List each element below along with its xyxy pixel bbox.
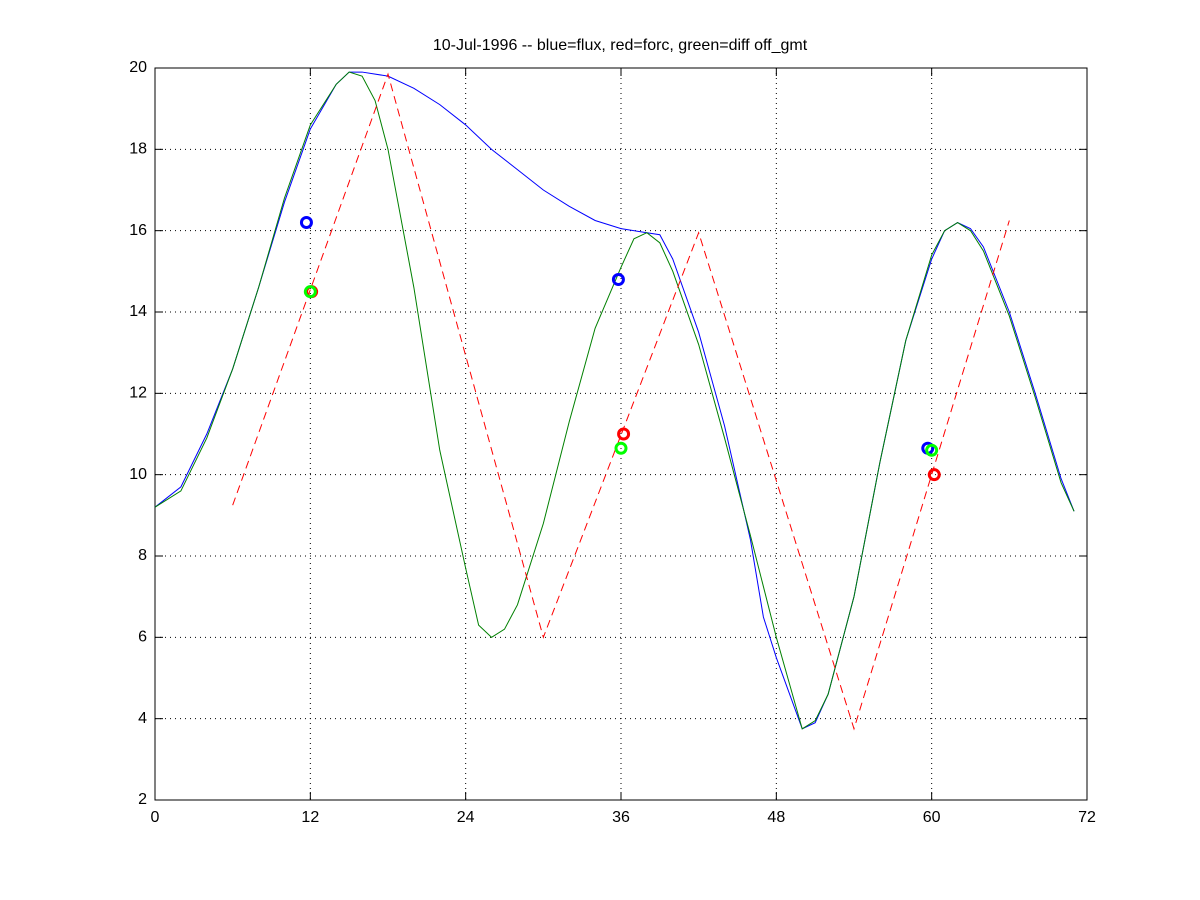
y-tick-label: 12 <box>129 385 147 402</box>
x-tick-label: 36 <box>612 809 630 826</box>
marker <box>927 468 941 482</box>
axes-box <box>154 67 1088 801</box>
y-tick-label: 20 <box>129 59 147 76</box>
marker <box>299 216 313 230</box>
y-tick-label: 18 <box>129 141 147 158</box>
y-tick-label: 4 <box>138 710 147 727</box>
y-tick-label: 16 <box>129 222 147 239</box>
marker <box>611 272 625 286</box>
y-tick-label: 8 <box>138 547 147 564</box>
marker <box>617 427 631 441</box>
chart-title: 10-Jul-1996 -- blue=flux, red=forc, gree… <box>433 37 808 54</box>
x-tick-label: 48 <box>767 809 785 826</box>
x-tick-label: 60 <box>923 809 941 826</box>
x-tick-label: 12 <box>301 809 319 826</box>
series-line <box>232 72 1010 731</box>
x-tick-label: 24 <box>457 809 475 826</box>
series-line <box>154 71 1075 730</box>
y-tick-label: 2 <box>138 791 147 808</box>
marker <box>303 285 317 299</box>
y-tick-label: 6 <box>138 629 147 646</box>
marker <box>925 443 939 457</box>
x-tick-label: 72 <box>1078 809 1096 826</box>
marker <box>614 441 628 455</box>
y-tick-label: 10 <box>129 466 147 483</box>
x-tick-label: 0 <box>151 809 160 826</box>
y-tick-label: 14 <box>129 303 147 320</box>
